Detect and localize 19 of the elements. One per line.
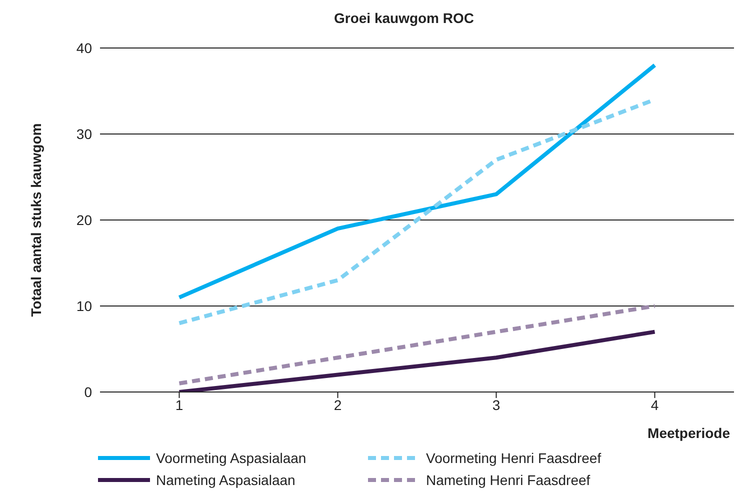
x-tick-label: 4 <box>650 396 659 413</box>
line-series <box>177 330 657 392</box>
y-tick-label: 0 <box>84 384 92 400</box>
x-tick-label: 2 <box>334 396 342 413</box>
legend-label: Nameting Aspasialaan <box>156 472 296 488</box>
y-tick-label: 10 <box>76 298 92 314</box>
legend-label: Nameting Henri Faasdreef <box>426 472 590 488</box>
x-axis-title: Meetperiode <box>648 425 730 441</box>
legend-label: Voormeting Aspasialaan <box>156 450 306 466</box>
chart-title: Groei kauwgom ROC <box>332 9 476 28</box>
x-tick-label: 1 <box>175 396 184 413</box>
y-tick-label: 40 <box>76 40 92 56</box>
line-series <box>177 63 657 300</box>
x-tick-label: 3 <box>492 396 500 413</box>
y-tick-label: 30 <box>76 126 92 142</box>
y-axis-title: Totaal aantal stuks kauwgom <box>28 123 44 317</box>
y-tick-label: 20 <box>76 212 92 228</box>
legend-label: Voormeting Henri Faasdreef <box>426 450 602 466</box>
line-series <box>177 304 657 386</box>
